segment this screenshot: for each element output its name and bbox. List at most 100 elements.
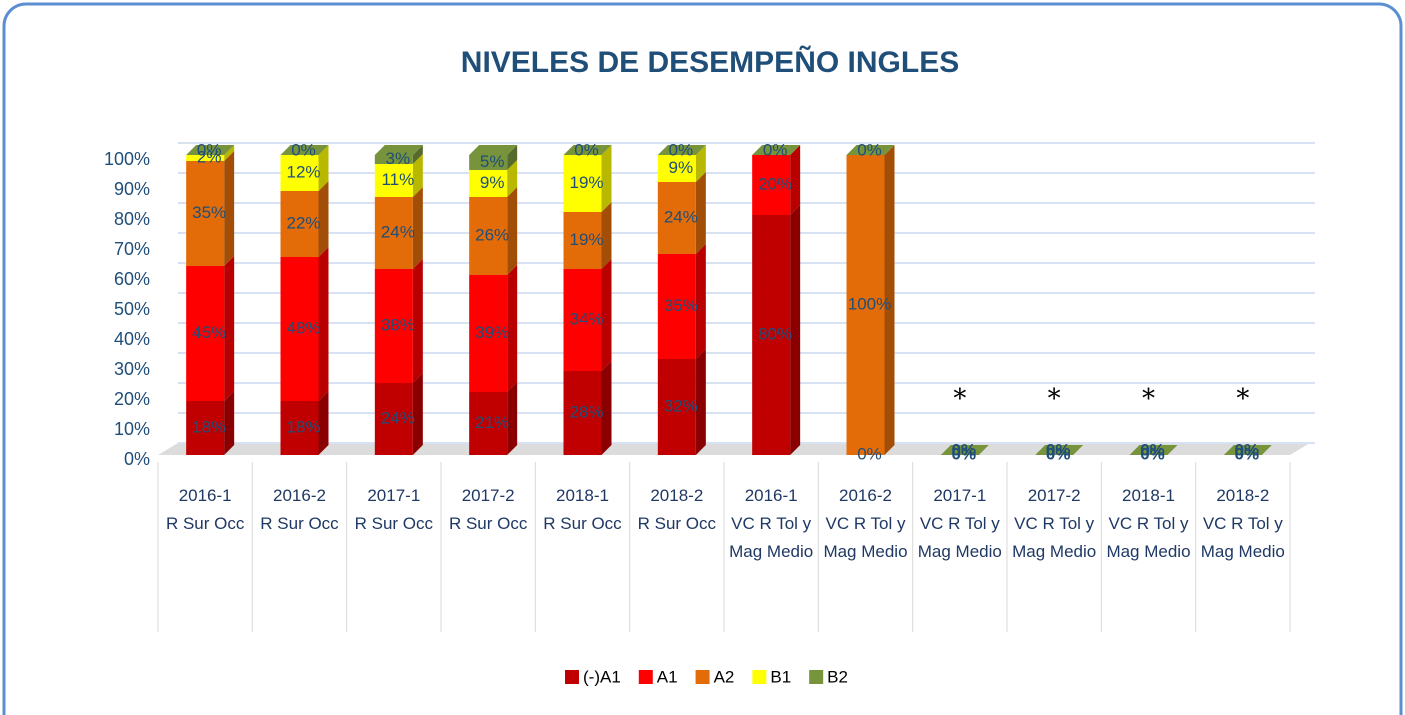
- bar: [752, 155, 791, 215]
- data-label: 0%: [1235, 444, 1260, 463]
- bar: [280, 191, 319, 257]
- legend-swatch: [809, 670, 824, 684]
- data-label: 45%: [192, 323, 226, 342]
- x-tick-label: 2016-2: [273, 486, 326, 505]
- annotation: *: [1236, 384, 1249, 414]
- bar: [280, 155, 319, 191]
- bar-top: [1035, 445, 1084, 455]
- data-label: 34%: [569, 309, 603, 328]
- data-label: 28%: [569, 402, 603, 421]
- floor: [158, 443, 1310, 455]
- bar: [469, 275, 508, 392]
- bar: [374, 269, 413, 383]
- bar: [280, 401, 319, 455]
- chart-title: NIVELES DE DESEMPEÑO INGLES: [461, 45, 959, 79]
- data-label: 0%: [857, 444, 882, 463]
- x-group-label: R Sur Occ: [354, 514, 434, 533]
- bar: [563, 212, 602, 269]
- bar-side: [884, 145, 895, 455]
- data-label: 100%: [848, 294, 891, 313]
- bar-side: [412, 259, 423, 383]
- bar: [657, 254, 696, 359]
- bar-top: [374, 145, 423, 155]
- bar: [657, 155, 696, 182]
- x-group-label: R Sur Occ: [543, 514, 622, 533]
- bar: [374, 155, 413, 164]
- x-group-label: VC R Tol y Mag Medio: [917, 514, 1002, 561]
- x-tick-label: 2018-1: [1122, 486, 1175, 505]
- data-label: 9%: [669, 158, 694, 177]
- data-label: 5%: [480, 152, 505, 171]
- data-label: 18%: [192, 417, 226, 436]
- bar: [563, 371, 602, 455]
- data-label: 0%: [1140, 444, 1165, 463]
- data-label: 0%: [1140, 440, 1165, 459]
- data-label: 35%: [192, 203, 226, 222]
- bar: [657, 359, 696, 455]
- data-label: 39%: [475, 323, 509, 342]
- y-tick-label: 30%: [114, 359, 150, 379]
- bar-top: [469, 145, 518, 155]
- data-label: 0%: [763, 140, 788, 159]
- x-tick-label: 2016-2: [839, 486, 892, 505]
- data-label: 0%: [1046, 440, 1071, 459]
- bar: [846, 155, 885, 455]
- data-label: 0%: [952, 444, 977, 463]
- bar-side: [790, 205, 801, 455]
- bar: [374, 383, 413, 455]
- bar-side: [224, 151, 235, 266]
- bar-side: [695, 244, 706, 359]
- y-tick-label: 90%: [114, 179, 150, 199]
- bar-side: [695, 145, 706, 182]
- bar-side: [412, 187, 423, 269]
- x-tick-label: 2017-2: [1027, 486, 1081, 505]
- y-tick-label: 40%: [114, 329, 150, 349]
- x-tick-label: 2018-2: [650, 486, 704, 505]
- y-tick-label: 0%: [124, 449, 150, 469]
- x-tick-label: 2017-1: [933, 486, 987, 505]
- bar: [469, 392, 508, 455]
- bar-side: [790, 145, 801, 215]
- data-label: 12%: [286, 162, 320, 181]
- bar: [186, 401, 225, 455]
- data-label: 0%: [952, 440, 977, 459]
- data-label: 0%: [1046, 444, 1071, 463]
- x-group-label: VC R Tol y Mag Medio: [1200, 514, 1285, 561]
- bar-top: [846, 145, 895, 155]
- bar-side: [318, 391, 329, 455]
- legend-swatch: [752, 670, 767, 684]
- bar: [752, 215, 791, 455]
- x-tick-label: 2016-1: [178, 486, 232, 505]
- data-label: 48%: [286, 318, 320, 337]
- bar: [469, 197, 508, 275]
- bar-top: [1223, 445, 1272, 455]
- y-tick-label: 80%: [114, 209, 150, 229]
- bar: [469, 170, 508, 197]
- annotation: *: [1142, 384, 1155, 414]
- legend-label: (-)A1: [583, 667, 621, 686]
- y-tick-label: 10%: [114, 419, 150, 439]
- x-tick-label: 2017-1: [367, 486, 421, 505]
- bar-side: [507, 145, 518, 170]
- y-tick-label: 50%: [114, 299, 150, 319]
- data-label: 24%: [664, 207, 698, 226]
- data-label: 0%: [1235, 440, 1260, 459]
- x-group-label: VC R Tol y Mag Medio: [1012, 514, 1097, 561]
- bar-side: [412, 373, 423, 455]
- data-label: 38%: [381, 315, 415, 334]
- data-label: 24%: [381, 222, 415, 241]
- x-tick-label: 2018-2: [1216, 486, 1270, 505]
- data-label: 3%: [386, 149, 411, 168]
- annotation: *: [1048, 384, 1061, 414]
- legend-label: A1: [657, 667, 678, 686]
- data-label: 11%: [381, 170, 414, 189]
- bar: [563, 269, 602, 371]
- x-group-label: R Sur Occ: [637, 514, 717, 533]
- bar-side: [507, 160, 518, 197]
- bar-top: [657, 145, 706, 155]
- x-group-label: VC R Tol y Mag Medio: [1106, 514, 1191, 561]
- data-label: 9%: [480, 173, 505, 192]
- bar-side: [601, 361, 612, 455]
- x-group-label: R Sur Occ: [260, 514, 339, 533]
